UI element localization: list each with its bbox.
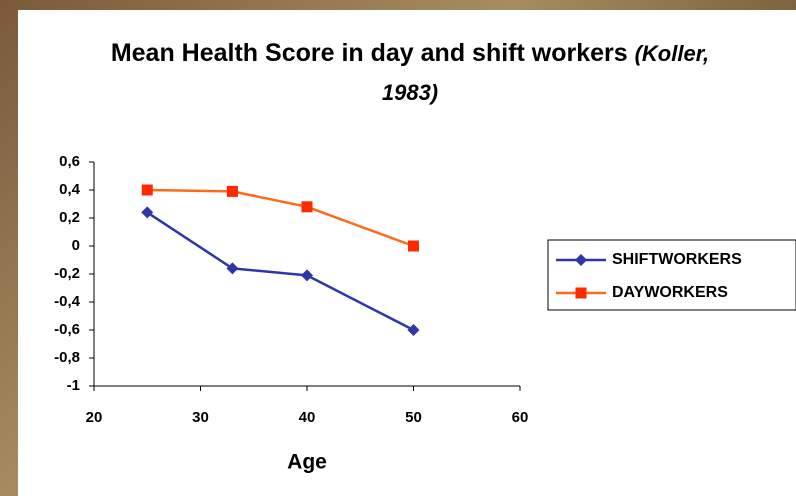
title-text: Mean Health Score in day and shift worke… [110, 39, 628, 67]
legend-label: SHIFTWORKERS [612, 251, 742, 268]
x-tick-label: 40 [299, 409, 316, 426]
y-tick-label: -0,8 [54, 349, 80, 366]
series-line [147, 188, 414, 248]
y-tick-label: -1 [67, 377, 80, 394]
legend-label: DAYWORKERS [612, 284, 728, 301]
y-tick-label: 0,6 [59, 153, 80, 170]
marker [408, 240, 419, 252]
y-tick-label: 0,4 [59, 181, 81, 198]
chart-title: Mean Health Score in day and shift worke… [100, 34, 720, 112]
marker [301, 201, 313, 213]
y-tick-label: 0 [72, 237, 80, 254]
marker [141, 206, 154, 219]
marker [301, 269, 313, 282]
y-tick-label: -0,2 [54, 265, 80, 282]
x-tick-label: 50 [405, 409, 422, 426]
marker [226, 185, 238, 197]
x-tick-label: 30 [192, 409, 209, 426]
x-axis-label: Age [287, 451, 327, 474]
legend-box [547, 239, 796, 311]
marker [575, 254, 587, 266]
y-tick-label: 0,2 [59, 209, 80, 226]
title-source: (Koller, 1983) [381, 41, 710, 105]
x-tick-label: 60 [512, 409, 529, 426]
series-line [146, 211, 415, 332]
y-tick-label: -0,4 [54, 293, 81, 310]
x-tick-label: 20 [86, 409, 103, 426]
y-tick-label: -0,6 [54, 321, 80, 338]
marker [226, 262, 239, 275]
marker [575, 287, 587, 299]
marker [141, 184, 153, 196]
marker [407, 324, 420, 336]
